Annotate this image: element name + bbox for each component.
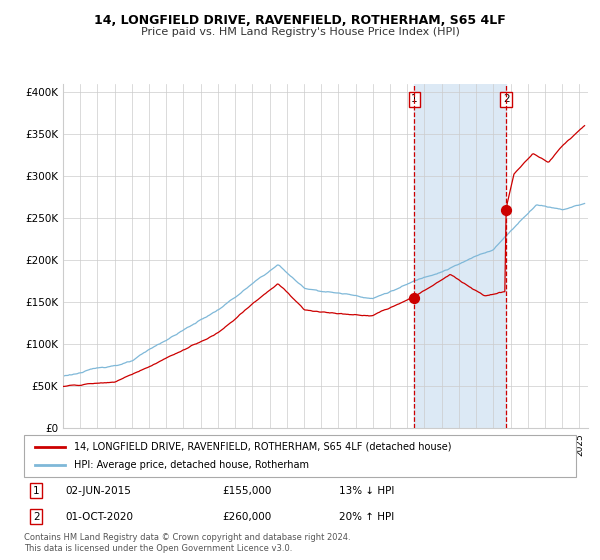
Text: Contains HM Land Registry data © Crown copyright and database right 2024.
This d: Contains HM Land Registry data © Crown c… — [24, 533, 350, 553]
Text: £260,000: £260,000 — [223, 512, 272, 521]
Text: 1: 1 — [411, 95, 418, 105]
FancyBboxPatch shape — [24, 435, 576, 477]
Text: Price paid vs. HM Land Registry's House Price Index (HPI): Price paid vs. HM Land Registry's House … — [140, 27, 460, 37]
Text: 2: 2 — [503, 95, 509, 105]
Point — [502, 206, 511, 214]
Text: 20% ↑ HPI: 20% ↑ HPI — [338, 512, 394, 521]
Text: £155,000: £155,000 — [223, 486, 272, 496]
Text: 1: 1 — [33, 486, 40, 496]
Text: 02-JUN-2015: 02-JUN-2015 — [65, 486, 131, 496]
Point — [410, 294, 419, 303]
Text: 2: 2 — [33, 512, 40, 521]
Text: HPI: Average price, detached house, Rotherham: HPI: Average price, detached house, Roth… — [74, 460, 308, 470]
Text: 13% ↓ HPI: 13% ↓ HPI — [338, 486, 394, 496]
Text: 14, LONGFIELD DRIVE, RAVENFIELD, ROTHERHAM, S65 4LF (detached house): 14, LONGFIELD DRIVE, RAVENFIELD, ROTHERH… — [74, 442, 451, 452]
Bar — [415, 84, 506, 428]
Text: 01-OCT-2020: 01-OCT-2020 — [65, 512, 133, 521]
Text: 14, LONGFIELD DRIVE, RAVENFIELD, ROTHERHAM, S65 4LF: 14, LONGFIELD DRIVE, RAVENFIELD, ROTHERH… — [94, 14, 506, 27]
